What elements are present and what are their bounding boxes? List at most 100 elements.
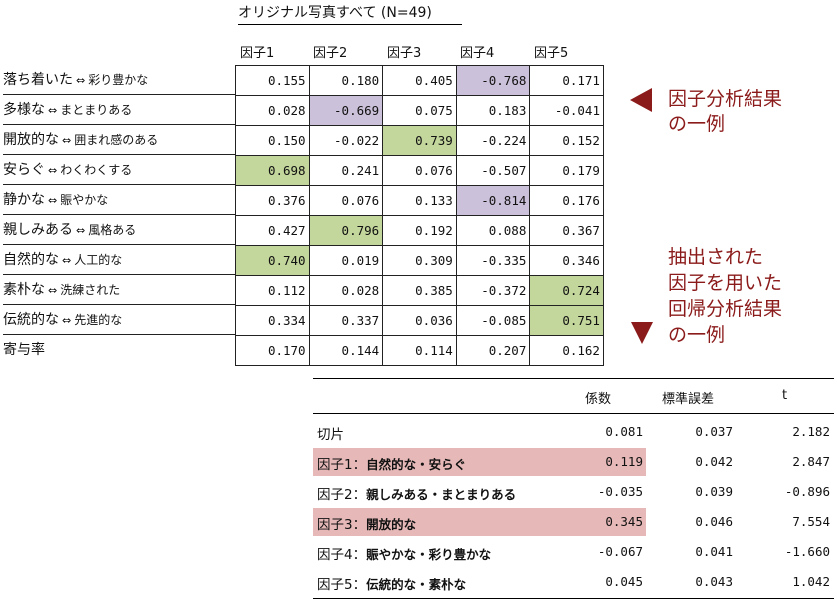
- factor-loading-cell: -0.507: [456, 156, 531, 186]
- factor-loading-cell: 0.076: [309, 186, 384, 216]
- factor-note-line: の一例: [668, 113, 726, 135]
- factor-col-header: 因子1: [240, 46, 275, 61]
- regression-label-name: 親しみある・まとまりある: [366, 487, 517, 502]
- coef-value: 0.081: [605, 424, 643, 439]
- factor-loading-cell: 0.088: [456, 216, 531, 246]
- regression-note-line: 因子を用いた: [668, 272, 783, 294]
- factor-loading-cell: -0.224: [456, 126, 531, 156]
- factor-loading-cell: -0.022: [309, 126, 384, 156]
- regression-top-rule: [313, 378, 834, 379]
- coef-value: 0.345: [605, 514, 643, 529]
- row-label-left: 自然的な: [3, 252, 59, 268]
- t-value: 2.847: [792, 454, 830, 469]
- regression-note-line: 回帰分析結果: [668, 298, 783, 320]
- row-label-left: 落ち着いた: [3, 72, 73, 88]
- factor-row-label: 伝統的な ⇔ 先進的な: [3, 306, 235, 335]
- factor-loading-cell: -0.814: [456, 186, 531, 216]
- factor-loading-cell: 0.334: [236, 306, 310, 336]
- double-arrow-icon: ⇔: [76, 224, 86, 237]
- double-arrow-icon: ⇔: [48, 194, 58, 207]
- row-label-right: 風格ある: [88, 223, 137, 237]
- factor-loading-cell: 0.739: [383, 126, 457, 156]
- factor-row-label: 親しみある ⇔ 風格ある: [3, 216, 235, 245]
- factor-loading-cell: -0.768: [456, 66, 531, 96]
- t-value: 2.182: [792, 424, 830, 439]
- contribution-cell: 0.114: [383, 336, 457, 366]
- double-arrow-icon: ⇔: [48, 164, 58, 177]
- factor-loading-cell: 0.376: [236, 186, 310, 216]
- factor-loading-cell: 0.346: [530, 246, 604, 276]
- row-label-right: まとまりある: [60, 103, 133, 117]
- factor-table-title: オリジナル写真すべて (N=49): [238, 4, 462, 25]
- regression-row-label: 因子3：開放的な: [317, 513, 416, 533]
- factor-loading-cell: -0.669: [309, 96, 384, 126]
- double-arrow-icon: ⇔: [62, 134, 72, 147]
- contribution-cell: 0.170: [236, 336, 310, 366]
- factor-note-line: 因子分析結果: [668, 88, 783, 110]
- factor-col-header: 因子5: [534, 46, 569, 61]
- regression-row-label: 切片: [317, 423, 344, 443]
- regression-col-header: t: [782, 388, 788, 403]
- regression-note-line: 抽出された: [668, 246, 764, 268]
- factor-row-label: 静かな ⇔ 賑やかな: [3, 186, 235, 215]
- row-label-right: 囲まれ感のある: [74, 133, 159, 147]
- row-highlight: [313, 448, 646, 476]
- coef-value: -0.035: [597, 484, 643, 499]
- stderr-value: 0.046: [695, 514, 733, 529]
- regression-label-name: 開放的な: [366, 517, 417, 532]
- factor-loading-cell: 0.112: [236, 276, 310, 306]
- t-value: 1.042: [792, 574, 830, 589]
- factor-loading-cell: 0.751: [530, 306, 604, 336]
- contribution-cell: 0.162: [530, 336, 604, 366]
- regression-label-prefix: 因子4：: [317, 547, 367, 563]
- contribution-cell: 0.207: [456, 336, 531, 366]
- contribution-cell: 0.144: [309, 336, 384, 366]
- row-label-left: 開放的な: [3, 132, 59, 148]
- double-arrow-icon: ⇔: [62, 314, 72, 327]
- regression-header-rule: [313, 413, 834, 414]
- factor-loading-cell: 0.176: [530, 186, 604, 216]
- contribution-label: 寄与率: [3, 342, 45, 358]
- double-arrow-icon: ⇔: [48, 284, 58, 297]
- row-highlight: [313, 508, 646, 536]
- factor-loading-cell: 0.427: [236, 216, 310, 246]
- stderr-value: 0.041: [695, 544, 733, 559]
- row-label-left: 伝統的な: [3, 312, 59, 328]
- regression-label-name: 賑やかな・彩り豊かな: [366, 547, 492, 562]
- regression-label-name: 自然的な・安らぐ: [366, 457, 467, 472]
- factor-loading-cell: 0.036: [383, 306, 457, 336]
- factor-loading-cell: -0.041: [530, 96, 604, 126]
- factor-row-label: 素朴な ⇔ 洗練された: [3, 276, 235, 305]
- factor-loading-cell: 0.405: [383, 66, 457, 96]
- factor-row-label: 自然的な ⇔ 人工的な: [3, 246, 235, 275]
- factor-loading-cell: -0.085: [456, 306, 531, 336]
- t-value: -1.660: [784, 544, 830, 559]
- row-label-right: 賑やかな: [60, 193, 109, 207]
- double-arrow-icon: ⇔: [76, 74, 86, 87]
- regression-col-header: 係数: [585, 392, 612, 407]
- regression-label-prefix: 因子1：: [317, 457, 367, 473]
- factor-loading-cell: 0.724: [530, 276, 604, 306]
- factor-loading-cell: 0.309: [383, 246, 457, 276]
- regression-row-label: 因子1：自然的な・安らぐ: [317, 453, 466, 473]
- factor-col-header: 因子3: [387, 46, 422, 61]
- factor-loading-cell: -0.335: [456, 246, 531, 276]
- coef-value: 0.045: [605, 574, 643, 589]
- factor-col-header: 因子4: [460, 46, 495, 61]
- factor-loading-cell: 0.075: [383, 96, 457, 126]
- regression-row-label: 因子5：伝統的な・素朴な: [317, 573, 466, 593]
- regression-label-prefix: 因子2：: [317, 487, 367, 503]
- factor-row-label: 開放的な ⇔ 囲まれ感のある: [3, 126, 235, 155]
- regression-row-label: 因子2：親しみある・まとまりある: [317, 483, 516, 503]
- row-label-left: 多様な: [3, 102, 45, 118]
- factor-loading-cell: 0.740: [236, 246, 310, 276]
- row-label-right: 人工的な: [74, 253, 123, 267]
- t-value: -0.896: [784, 484, 830, 499]
- row-label-right: 先進的な: [74, 313, 123, 327]
- double-arrow-icon: ⇔: [48, 104, 58, 117]
- regression-col-header: 標準誤差: [662, 392, 715, 407]
- factor-loading-cell: 0.367: [530, 216, 604, 246]
- left-arrow-icon: [630, 88, 652, 112]
- row-label-right: 洗練された: [60, 283, 121, 297]
- factor-loading-cell: 0.028: [236, 96, 310, 126]
